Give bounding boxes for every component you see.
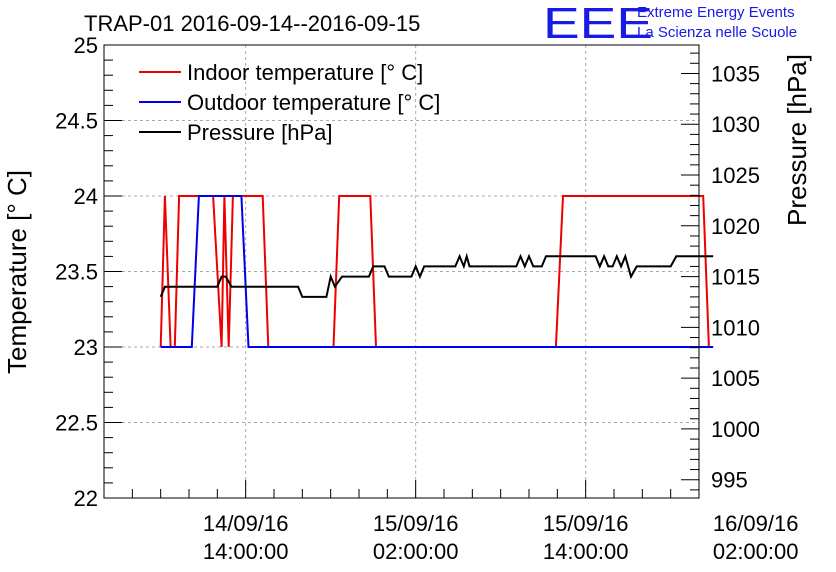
y-tick-label: 22 — [74, 486, 98, 511]
x-tick-label-time: 02:00:00 — [373, 539, 459, 564]
legend-label-outdoor: Outdoor temperature [° C] — [187, 90, 440, 115]
legend-label-pressure: Pressure [hPa] — [187, 120, 333, 145]
y2-axis-label: Pressure [hPa] — [782, 54, 812, 226]
y2-tick-label: 1035 — [711, 61, 760, 86]
x-tick-label-time: 02:00:00 — [713, 539, 799, 564]
y-tick-label: 23 — [74, 335, 98, 360]
y-tick-label: 25 — [74, 33, 98, 58]
y-tick-label: 22.5 — [55, 411, 98, 436]
y2-tick-label: 1005 — [711, 366, 760, 391]
y2-tick-label: 1020 — [711, 214, 760, 239]
y-axis-label: Temperature [° C] — [2, 170, 32, 374]
project-subtitle: La Scienza nelle Scuole — [637, 24, 798, 41]
y-tick-label: 23.5 — [55, 260, 98, 285]
y2-tick-label: 1015 — [711, 265, 760, 290]
y2-tick-label: 1030 — [711, 112, 760, 137]
y-tick-label: 24 — [74, 184, 98, 209]
left-axis: 22 22.5 23 23.5 24 24.5 25 — [55, 33, 122, 511]
x-tick-label-date: 16/09/16 — [713, 511, 799, 536]
series-line-outdoor — [160, 195, 714, 348]
series-group — [159, 195, 714, 348]
x-tick-label-date: 14/09/16 — [203, 511, 289, 536]
series-line-pressure — [159, 252, 714, 298]
legend: Indoor temperature [° C] Outdoor tempera… — [139, 60, 440, 145]
right-axis: 995 1000 1005 1010 1015 1020 1025 1030 1035 — [681, 52, 760, 493]
y2-tick-label: 1025 — [711, 163, 760, 188]
x-tick-label-date: 15/09/16 — [543, 511, 629, 536]
y2-tick-label: 1000 — [711, 417, 760, 442]
eee-logo: EEE — [543, 0, 654, 48]
legend-label-indoor: Indoor temperature [° C] — [187, 60, 423, 85]
x-tick-label-time: 14:00:00 — [203, 539, 289, 564]
y2-tick-label: 1010 — [711, 315, 760, 340]
project-name: Extreme Energy Events — [637, 4, 795, 21]
y-tick-label: 24.5 — [55, 109, 98, 134]
y2-tick-label: 995 — [711, 468, 748, 493]
bottom-axis: 14/09/16 14:00:00 15/09/16 02:00:00 15/09/16… — [131, 480, 799, 564]
chart-title: TRAP-01 2016-09-14--2016-09-15 — [84, 11, 420, 36]
x-tick-label-time: 14:00:00 — [543, 539, 629, 564]
x-tick-label-date: 15/09/16 — [373, 511, 459, 536]
